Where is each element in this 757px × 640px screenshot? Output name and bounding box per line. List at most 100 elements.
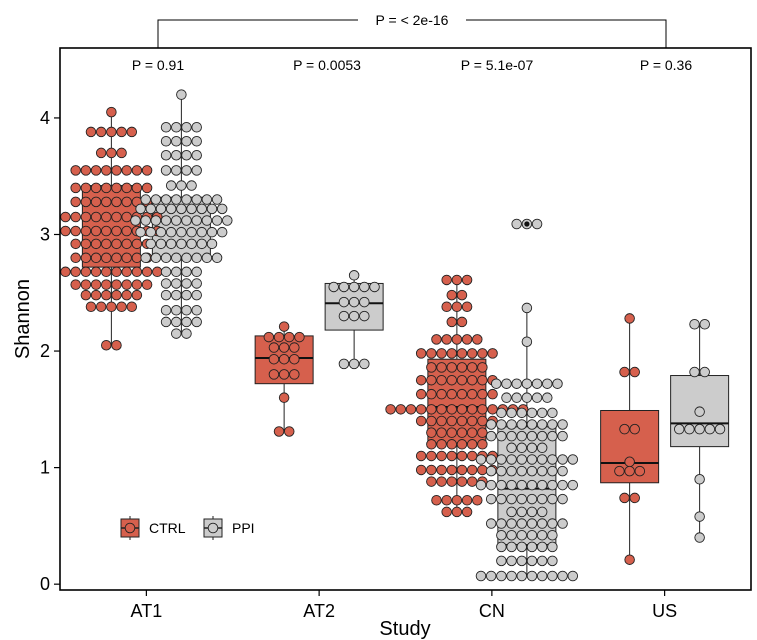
data-point bbox=[426, 450, 437, 462]
data-point bbox=[456, 374, 468, 386]
data-point bbox=[526, 570, 538, 582]
data-point bbox=[456, 316, 468, 328]
data-point bbox=[181, 165, 192, 176]
data-point bbox=[689, 366, 700, 378]
legend-label-ctrl: CTRL bbox=[149, 520, 186, 536]
data-point bbox=[466, 362, 478, 373]
data-point bbox=[446, 348, 458, 359]
data-point bbox=[485, 465, 497, 477]
data-point bbox=[90, 289, 102, 301]
data-point bbox=[80, 182, 92, 194]
x-tick-label-us: US bbox=[652, 601, 677, 621]
data-point bbox=[181, 328, 192, 339]
data-point bbox=[446, 388, 458, 400]
data-point bbox=[135, 203, 146, 215]
data-point bbox=[441, 301, 452, 313]
data-point bbox=[141, 165, 153, 176]
data-point bbox=[90, 225, 102, 237]
data-point bbox=[557, 479, 568, 491]
data-point bbox=[171, 135, 182, 147]
data-point bbox=[451, 274, 463, 286]
data-point bbox=[689, 318, 700, 330]
data-point bbox=[101, 196, 112, 208]
data-point bbox=[557, 570, 568, 582]
data-point bbox=[426, 404, 437, 415]
data-point bbox=[496, 541, 507, 553]
data-point bbox=[629, 366, 640, 378]
data-point bbox=[415, 348, 427, 359]
data-point bbox=[171, 305, 182, 316]
data-point bbox=[496, 454, 507, 465]
data-point bbox=[521, 302, 533, 314]
data-point bbox=[436, 427, 447, 438]
data-point bbox=[536, 419, 548, 430]
y-tick-label: 2 bbox=[40, 341, 50, 361]
data-point bbox=[141, 182, 153, 194]
data-point bbox=[176, 203, 187, 215]
data-point bbox=[191, 165, 202, 176]
data-point bbox=[289, 353, 300, 365]
data-point bbox=[385, 404, 396, 415]
points-us-ppi bbox=[673, 318, 726, 543]
data-point bbox=[477, 404, 488, 415]
data-point bbox=[338, 358, 350, 370]
data-point bbox=[477, 348, 488, 359]
data-point bbox=[165, 180, 177, 191]
data-point bbox=[624, 465, 635, 477]
data-point bbox=[536, 407, 548, 419]
data-point bbox=[415, 464, 427, 476]
data-point bbox=[165, 238, 177, 250]
data-point bbox=[487, 388, 498, 400]
data-point bbox=[456, 476, 468, 487]
data-point bbox=[171, 278, 182, 289]
data-point bbox=[567, 479, 579, 491]
data-point bbox=[491, 378, 502, 389]
data-point bbox=[171, 316, 182, 328]
data-point bbox=[629, 492, 640, 504]
data-point bbox=[536, 529, 548, 541]
data-point bbox=[456, 464, 468, 476]
points-at2-ppi bbox=[328, 270, 380, 370]
y-tick-label: 3 bbox=[40, 224, 50, 244]
data-point bbox=[278, 342, 290, 353]
data-point bbox=[80, 196, 92, 208]
data-point bbox=[496, 479, 507, 491]
data-point bbox=[426, 374, 437, 386]
data-point bbox=[431, 334, 442, 345]
data-point bbox=[557, 493, 568, 505]
data-point bbox=[426, 464, 437, 476]
data-point bbox=[160, 149, 172, 161]
data-point bbox=[496, 419, 507, 430]
data-point bbox=[485, 454, 497, 465]
data-point bbox=[456, 388, 468, 400]
x-axis-title: Study bbox=[379, 618, 430, 640]
data-point bbox=[116, 126, 127, 138]
data-point bbox=[496, 407, 507, 419]
data-point bbox=[111, 182, 122, 194]
y-tick-label: 4 bbox=[40, 108, 50, 128]
data-point bbox=[101, 225, 112, 237]
data-point bbox=[446, 450, 458, 462]
data-point bbox=[547, 407, 558, 419]
data-point bbox=[536, 430, 548, 442]
data-point bbox=[436, 450, 447, 462]
data-point bbox=[70, 196, 81, 208]
data-point bbox=[477, 464, 488, 476]
data-point bbox=[121, 225, 132, 237]
legend-key-ppi bbox=[203, 516, 223, 540]
data-point bbox=[70, 211, 81, 223]
data-point bbox=[106, 301, 117, 313]
data-point bbox=[80, 266, 92, 278]
data-point bbox=[694, 474, 705, 485]
data-point bbox=[531, 378, 543, 389]
data-point bbox=[506, 529, 517, 541]
data-point bbox=[181, 122, 192, 133]
data-point bbox=[95, 126, 107, 138]
data-point bbox=[531, 392, 543, 403]
pvalue-label-cn: P = 5.1e-07 bbox=[461, 57, 534, 73]
data-point bbox=[126, 301, 138, 313]
data-point bbox=[704, 423, 716, 435]
data-point bbox=[542, 392, 553, 403]
data-point bbox=[160, 266, 172, 278]
data-point bbox=[506, 493, 517, 505]
